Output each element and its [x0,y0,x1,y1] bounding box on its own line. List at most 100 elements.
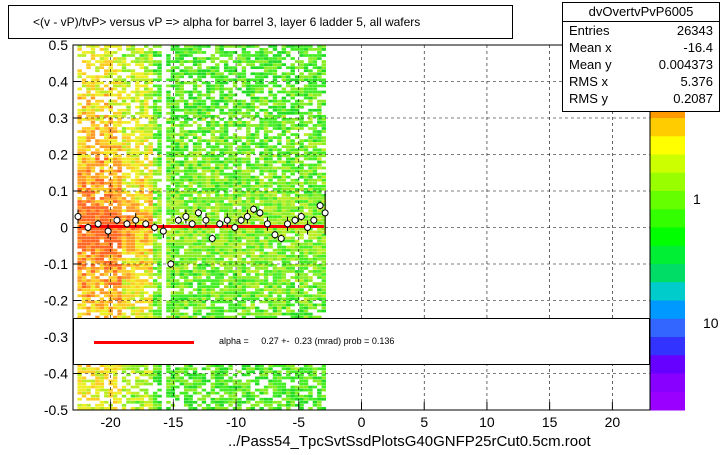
heatmap-cell [210,215,216,219]
heatmap-cell [268,203,273,206]
heatmap-cell [272,248,278,252]
heatmap-cell [121,267,127,270]
heatmap-cell [130,90,136,94]
heatmap-cell [219,242,224,246]
heatmap-cell [290,230,295,234]
heatmap-cell [281,111,287,115]
heatmap-cell [139,114,145,118]
heatmap-cell [126,75,131,79]
heatmap-cell [152,364,158,368]
heatmap-cell [237,276,242,279]
heatmap-cell [286,297,291,301]
heatmap-cell [317,172,322,176]
heatmap-cell [219,90,224,94]
heatmap-cell [144,388,149,392]
heatmap-cell [148,312,153,316]
heatmap-cell [117,391,122,395]
heatmap-cell [290,178,295,182]
heatmap-cell [183,178,189,182]
heatmap-cell [254,279,260,282]
heatmap-cell [192,251,198,255]
heatmap-cell [188,166,193,170]
heatmap-cell [210,57,216,60]
heatmap-cell [197,397,202,401]
heatmap-cell [81,136,87,139]
heatmap-cell [188,191,193,194]
heatmap-cell [263,96,269,100]
heatmap-cell [206,276,211,279]
heatmap-cell [254,175,260,179]
heatmap-cell [290,403,295,407]
heatmap-cell [104,160,109,164]
heatmap-cell [135,197,140,200]
heatmap-cell [286,203,291,206]
heatmap-cell [139,406,145,410]
heatmap-cell [246,273,251,276]
heatmap-cell [210,169,216,173]
heatmap-cell [170,102,176,106]
heatmap-cell [268,93,273,97]
heatmap-cell [148,276,153,279]
heatmap-cell [139,245,145,249]
heatmap-cell [139,57,145,60]
heatmap-cell [228,285,233,289]
heatmap-cell [268,72,273,76]
heatmap-cell [286,175,291,179]
heatmap-cell [268,294,273,298]
heatmap-cell [232,382,238,386]
heatmap-cell [170,200,176,203]
heatmap-cell [170,218,176,222]
heatmap-cell [281,191,287,194]
heatmap-cell [99,108,105,112]
heatmap-cell [166,54,171,57]
heatmap-cell [144,45,149,48]
heatmap-cell [317,48,322,51]
heatmap-cell [277,276,282,279]
heatmap-cell [170,148,176,152]
heatmap-cell [188,69,193,73]
heatmap-cell [152,312,158,316]
heatmap-cell [139,315,145,319]
heatmap-cell [232,209,238,212]
heatmap-cell [126,145,131,149]
heatmap-cell [272,145,278,149]
heatmap-cell [152,54,158,57]
heatmap-cell [219,118,224,121]
heatmap-cell [290,270,295,273]
heatmap-cell [263,84,269,88]
heatmap-cell [219,166,224,170]
heatmap-cell [272,118,278,121]
heatmap-cell [215,236,220,240]
heatmap-cell [219,245,224,249]
heatmap-cell [317,118,322,121]
heatmap-cell [121,121,127,124]
heatmap-cell [312,257,318,261]
heatmap-cell [197,227,202,231]
heatmap-cell [90,175,96,179]
heatmap-cell [259,66,264,70]
heatmap-cell [250,197,255,200]
heatmap-cell [121,102,127,106]
heatmap-cell [144,108,149,112]
heatmap-cell [192,69,198,73]
heatmap-cell [77,260,82,264]
heatmap-cell [250,102,255,106]
heatmap-cell [286,245,291,249]
heatmap-cell [272,102,278,106]
heatmap-cell [86,239,91,243]
heatmap-cell [179,130,184,133]
heatmap-cell [157,60,162,63]
heatmap-cell [237,169,242,173]
heatmap-cell [277,148,282,152]
heatmap-cell [112,364,118,368]
heatmap-cell [81,111,87,115]
heatmap-cell [135,181,140,185]
heatmap-cell [148,48,153,51]
heatmap-cell [263,75,269,79]
heatmap-cell [254,236,260,240]
heatmap-cell [104,303,109,307]
heatmap-cell [250,221,255,225]
heatmap-cell [112,191,118,194]
heatmap-cell [77,178,82,182]
heatmap-cell [219,406,224,410]
